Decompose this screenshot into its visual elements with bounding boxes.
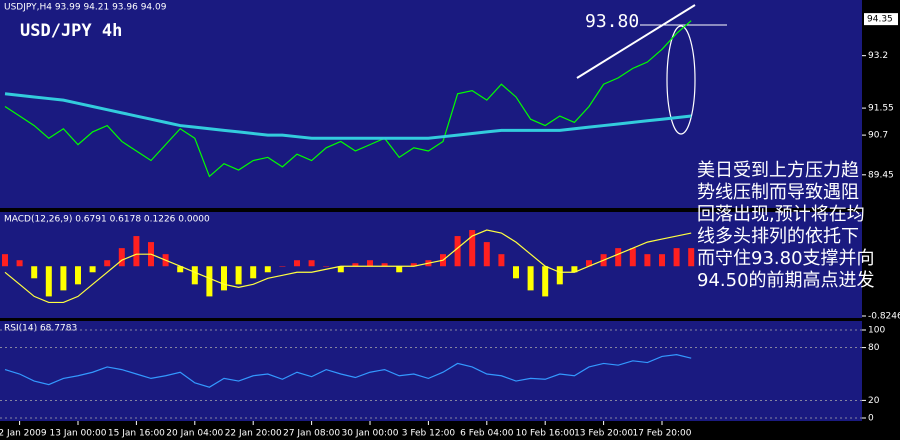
histogram-bar — [264, 266, 271, 273]
price-header: USDJPY,H4 93.99 94.21 93.96 94.09 — [4, 3, 167, 13]
y-tick-label: 0 — [868, 414, 874, 424]
series-line — [4, 354, 692, 388]
histogram-bar — [542, 266, 549, 297]
level-label: 93.80 — [585, 11, 639, 32]
histogram-bar — [45, 266, 52, 297]
histogram-bar — [75, 266, 81, 285]
y-tick-label: 80 — [868, 343, 880, 353]
series-line — [4, 229, 692, 304]
histogram-bar — [294, 260, 300, 267]
annotation-line: 94.50的前期高点进发 — [697, 270, 875, 291]
rsi-panel — [0, 321, 862, 421]
histogram-bar — [586, 260, 592, 267]
rsi-header: RSI(14) 68.7783 — [4, 324, 77, 334]
histogram-bar — [571, 266, 578, 273]
histogram-bar — [483, 242, 490, 267]
x-tick-label: 20 Jan 04:00 — [166, 429, 223, 439]
histogram-bar — [60, 266, 67, 291]
histogram-bar — [659, 254, 665, 267]
histogram-bar — [352, 263, 359, 267]
x-tick-label: 13 Jan 00:00 — [50, 429, 107, 439]
x-tick-label: 15 Jan 16:00 — [108, 429, 165, 439]
histogram-bar — [191, 266, 198, 285]
histogram-bar — [16, 260, 23, 267]
histogram-bar — [629, 248, 636, 267]
histogram-bar — [381, 263, 388, 267]
x-tick-label: 10 Feb 16:00 — [516, 429, 575, 439]
histogram-bar — [688, 248, 695, 267]
histogram-bar — [31, 266, 38, 279]
histogram-bar — [410, 263, 417, 267]
histogram-bar — [644, 254, 651, 267]
y-tick-label: 89.45 — [868, 170, 894, 180]
histogram-bar — [89, 266, 96, 273]
y-tick-label: -0.8246 — [868, 312, 900, 322]
histogram-bar — [469, 230, 476, 267]
x-tick-label: 17 Feb 20:00 — [632, 429, 691, 439]
annotation-line: 回落出现,预计将在均 — [697, 204, 865, 225]
histogram-bar — [527, 266, 534, 291]
price-panel — [0, 0, 862, 208]
current-price-box — [864, 13, 898, 26]
highlight-ellipse — [666, 25, 696, 135]
histogram-bar — [556, 266, 563, 285]
y-tick-label: 90.7 — [868, 131, 888, 141]
x-tick-label: 30 Jan 00:00 — [342, 429, 399, 439]
series-line — [4, 92, 692, 140]
histogram-bar — [221, 266, 227, 291]
trend-line — [576, 4, 696, 79]
histogram-bar — [337, 266, 344, 273]
histogram-bar — [367, 260, 373, 267]
series-line — [4, 20, 692, 178]
histogram-bar — [498, 254, 505, 267]
histogram-bar — [615, 248, 622, 267]
histogram-bar — [118, 248, 125, 267]
histogram-bar — [396, 266, 403, 273]
histogram-bar — [206, 266, 213, 297]
x-tick-label: 22 Jan 20:00 — [225, 429, 282, 439]
macd-header: MACD(12,26,9) 0.6791 0.6178 0.1226 0.000… — [4, 215, 210, 225]
y-tick-label: 20 — [868, 396, 880, 406]
histogram-bar — [250, 266, 257, 279]
histogram-bar — [104, 260, 111, 267]
chart-title: USD/JPY 4h — [20, 21, 122, 41]
histogram-bar — [2, 254, 8, 267]
x-tick-label: 27 Jan 08:00 — [283, 429, 340, 439]
y-tick-label: 91.55 — [868, 104, 894, 114]
histogram-bar — [279, 266, 286, 267]
histogram-bar — [235, 266, 242, 285]
annotation: 美日受到上方压力趋势线压制而导致遇阻回落出现,预计将在均线多头排列的依托下而守住… — [697, 160, 875, 291]
histogram-bar — [454, 236, 461, 267]
histogram-bar — [513, 266, 519, 279]
histogram-bar — [323, 266, 330, 267]
current-price-label: 94.35 — [867, 15, 893, 25]
histogram-bar — [673, 248, 680, 267]
x-tick-label: 3 Feb 12:00 — [402, 429, 456, 439]
x-tick-label: 13 Feb 20:00 — [574, 429, 633, 439]
annotation-line: 而守住93.80支撑并向 — [697, 248, 875, 269]
y-tick-label: 93.2 — [868, 51, 888, 61]
histogram-bar — [177, 266, 184, 273]
annotation-line: 美日受到上方压力趋 — [697, 160, 859, 181]
x-tick-label: 12 Jan 2009 — [0, 429, 47, 439]
annotation-line: 线多头排列的依托下 — [697, 226, 859, 247]
histogram-bar — [133, 236, 140, 267]
annotation-line: 势线压制而导致遇阻 — [697, 182, 859, 203]
y-tick-label: 100 — [868, 326, 885, 336]
histogram-bar — [308, 260, 315, 267]
x-tick-label: 6 Feb 04:00 — [460, 429, 514, 439]
